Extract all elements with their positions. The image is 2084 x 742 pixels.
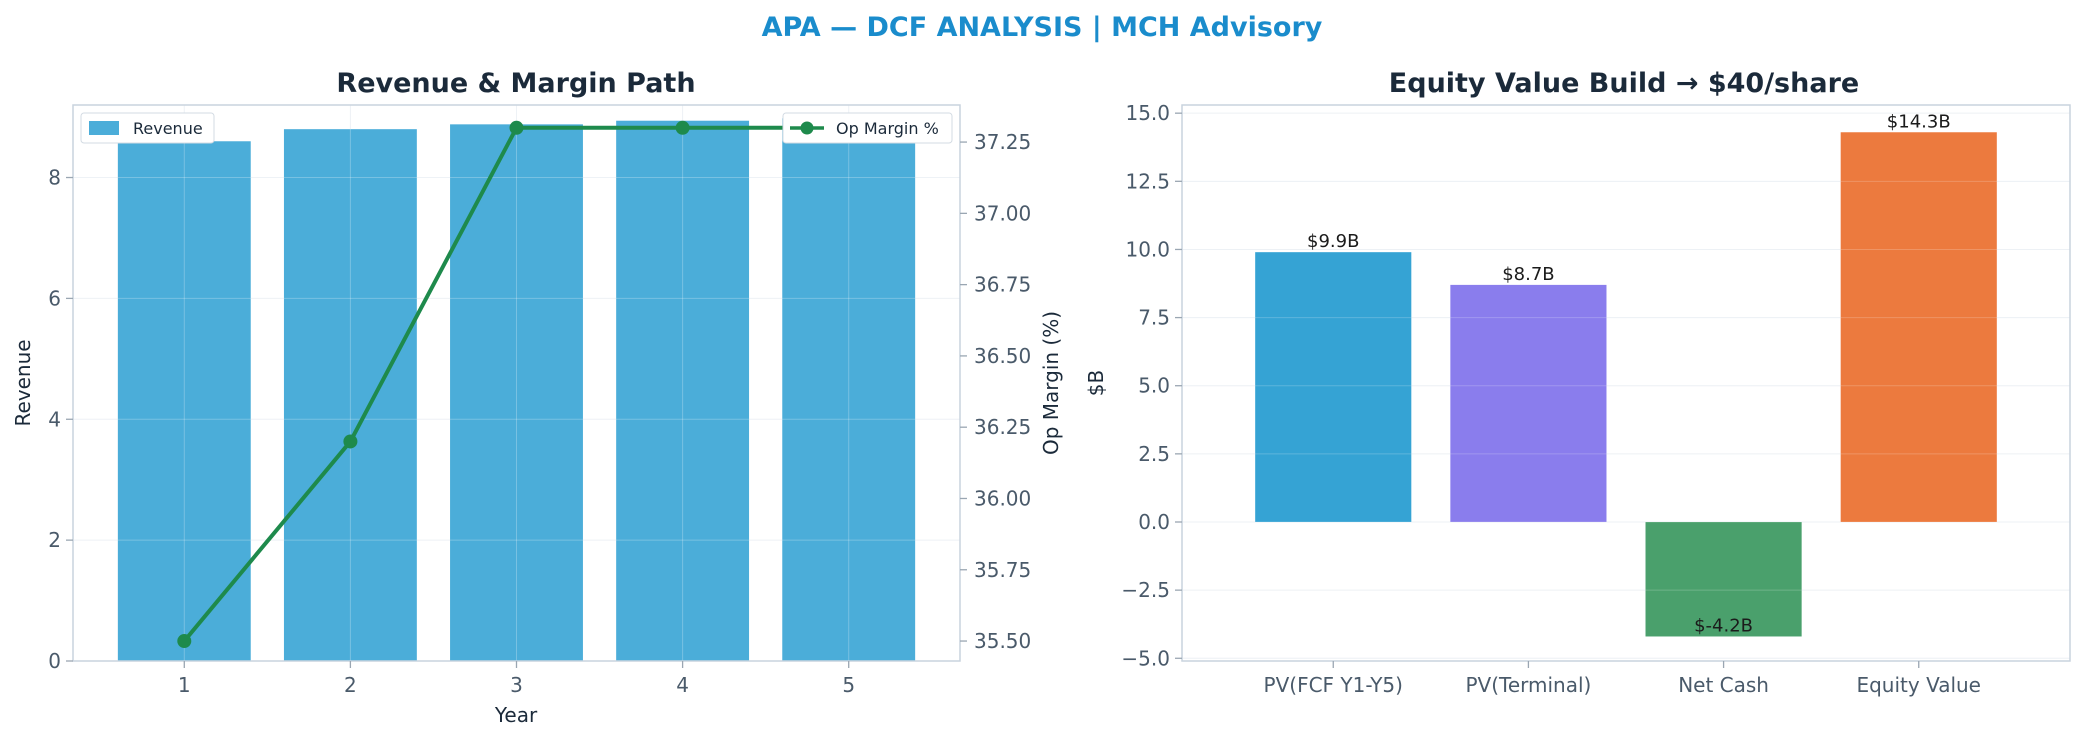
- revenue-y-tick-label: 6: [48, 286, 61, 310]
- year-tick-label: 5: [842, 673, 855, 697]
- margin-y-tick-label: 36.00: [974, 486, 1031, 510]
- revenue-legend-box: [80, 112, 215, 144]
- equity-bar: [1840, 132, 1997, 523]
- equity-y-tick-label: 12.5: [1125, 169, 1170, 193]
- revenue-legend-swatch: [89, 121, 119, 135]
- figure-title: APA — DCF ANALYSIS | MCH Advisory: [762, 12, 1323, 43]
- equity-y-tick-label: −2.5: [1121, 578, 1170, 602]
- revenue-legend: Revenue: [80, 112, 215, 144]
- revenue-bar: [782, 118, 916, 661]
- equity-y-tick-label: 2.5: [1138, 442, 1170, 466]
- margin-y-tick-label: 36.25: [974, 415, 1031, 439]
- equity-y-tick-label: 0.0: [1138, 510, 1170, 534]
- equity-chart-title: Equity Value Build → $40/share: [1389, 68, 1859, 99]
- revenue-y-tick-label: 8: [48, 166, 61, 190]
- margin-y-tick-label: 36.50: [974, 344, 1031, 368]
- margin-y-axis-label: Op Margin (%): [1039, 311, 1063, 455]
- margin-y-tick-label: 35.75: [974, 558, 1031, 582]
- revenue-margin-chart: Revenue & Margin Path 1 2 3 4 5 0 2 4 6 8 35.50 3…: [11, 68, 1063, 727]
- revenue-legend-label: Revenue: [133, 119, 203, 138]
- equity-y-tick-label: −5.0: [1121, 646, 1170, 670]
- equity-x-tick-label: Equity Value: [1856, 673, 1981, 697]
- revenue-chart-title: Revenue & Margin Path: [336, 68, 695, 99]
- revenue-y-tick-label: 2: [48, 528, 61, 552]
- year-tick-label: 3: [510, 673, 523, 697]
- margin-y-tick-label: 37.00: [974, 201, 1031, 225]
- equity-y-axis-label: $B: [1084, 370, 1108, 396]
- equity-bar: [1255, 252, 1412, 523]
- equity-bar-value-label: $8.7B: [1502, 264, 1554, 285]
- equity-y-tick-label: 7.5: [1138, 306, 1170, 330]
- revenue-x-axis-label: Year: [494, 703, 538, 727]
- equity-bar: [1450, 284, 1607, 522]
- margin-y-tick-label: 36.75: [974, 273, 1031, 297]
- margin-legend-marker: [800, 121, 814, 135]
- equity-x-tick-label: PV(FCF Y1-Y5): [1264, 673, 1403, 697]
- op-margin-point: [675, 120, 690, 135]
- year-tick-label: 2: [344, 673, 357, 697]
- op-margin-point: [343, 434, 358, 449]
- equity-y-tick-label: 5.0: [1138, 374, 1170, 398]
- equity-bar-value-label: $14.3B: [1887, 111, 1951, 132]
- margin-legend-box: [782, 112, 953, 144]
- revenue-bar: [117, 141, 251, 661]
- revenue-y-tick-label: 4: [48, 407, 61, 431]
- margin-y-tick-label: 35.50: [974, 629, 1031, 653]
- equity-x-tick-label: PV(Terminal): [1465, 673, 1591, 697]
- equity-y-tick-label: 10.0: [1125, 237, 1170, 261]
- equity-plot-frame: [1181, 104, 2071, 662]
- margin-y-tick-label: 37.25: [974, 130, 1031, 154]
- margin-legend: Op Margin %: [782, 112, 953, 144]
- revenue-y-axis-label: Revenue: [11, 339, 35, 426]
- equity-bar-value-label: $-4.2B: [1694, 615, 1753, 636]
- op-margin-point: [509, 120, 524, 135]
- equity-build-chart: Equity Value Build → $40/share $9.9B $8.7…: [1084, 68, 2071, 697]
- equity-x-tick-label: Net Cash: [1678, 673, 1769, 697]
- op-margin-point: [177, 634, 192, 649]
- revenue-bar: [283, 129, 417, 661]
- equity-bar: [1645, 522, 1802, 637]
- revenue-bar: [616, 120, 750, 662]
- revenue-y-tick-label: 0: [48, 649, 61, 673]
- year-tick-label: 4: [676, 673, 689, 697]
- margin-legend-label: Op Margin %: [836, 119, 939, 138]
- equity-y-tick-label: 15.0: [1125, 101, 1170, 125]
- year-tick-label: 1: [178, 673, 191, 697]
- equity-bar-value-label: $9.9B: [1307, 231, 1359, 252]
